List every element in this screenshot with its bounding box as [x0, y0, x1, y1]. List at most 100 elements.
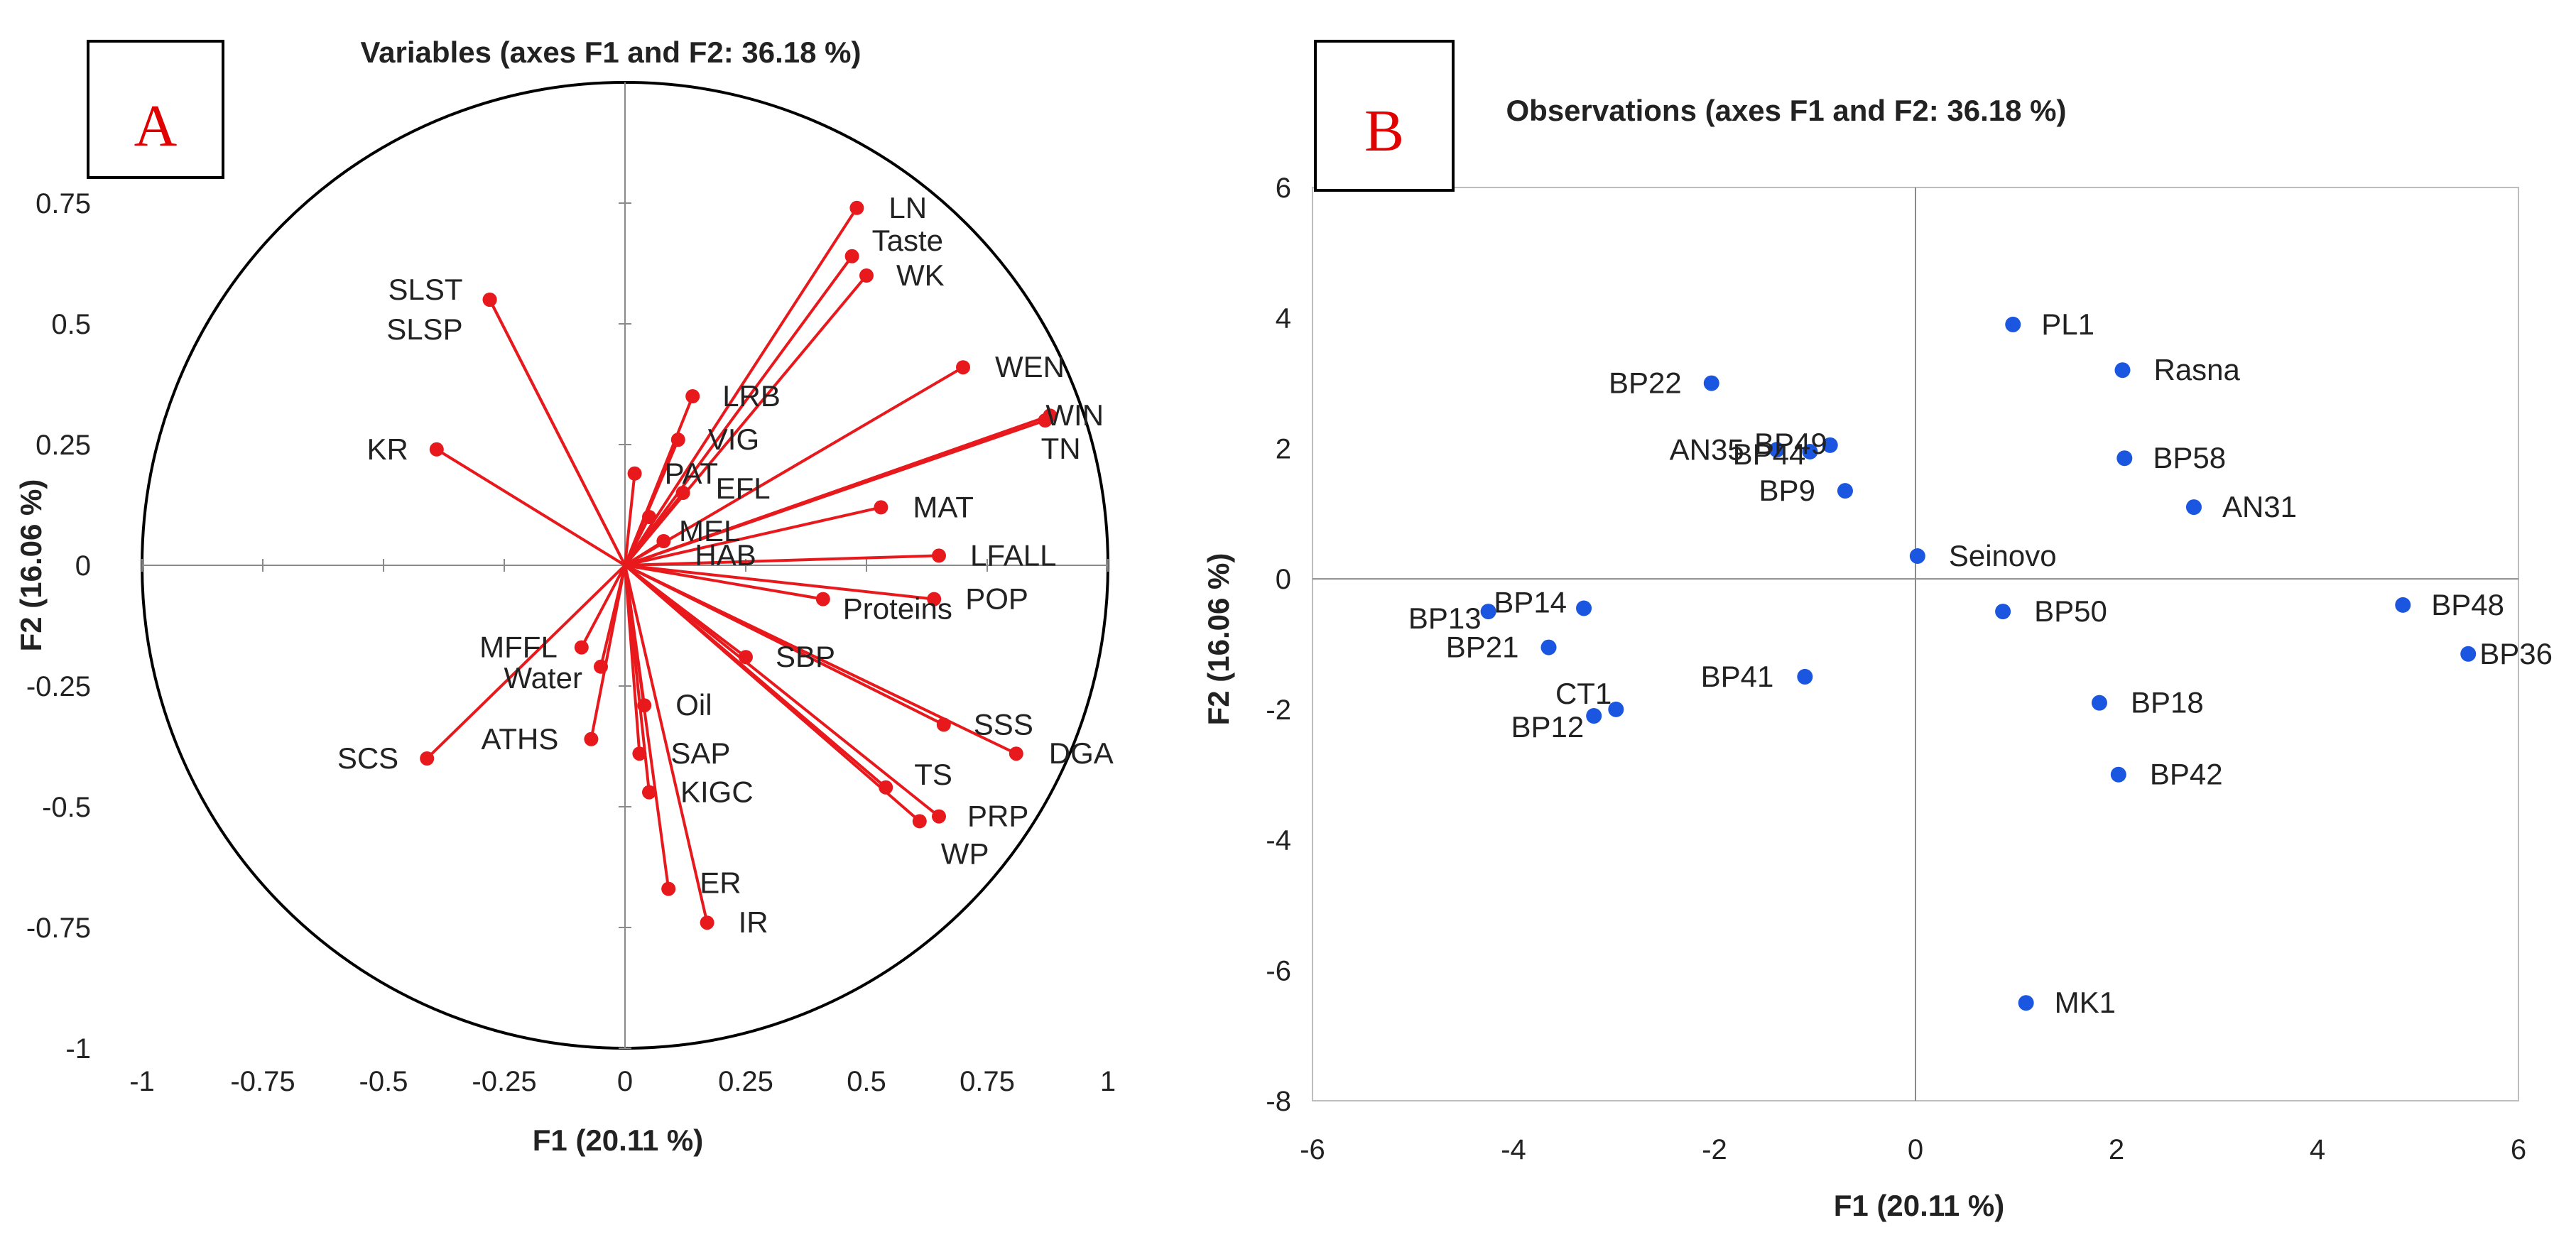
panel-b-label-mk1: MK1	[2055, 986, 2116, 1019]
panel-a-label-pop: POP	[965, 582, 1028, 616]
panel-b-label-bp48: BP48	[2431, 588, 2504, 621]
panel-a-correlation-circle: A Variables (axes F1 and F2: 36.18 %) F1…	[14, 36, 1116, 1157]
panel-b-point-bp36	[2460, 646, 2477, 662]
panel-a-y-axis-title: F2 (16.06 %)	[14, 479, 48, 652]
panel-b-label-pl1: PL1	[2041, 308, 2094, 341]
panel-b-label-bp41: BP41	[1701, 660, 1774, 693]
panel-b-point-bp49	[1822, 437, 1838, 453]
panel-a-x-tick-label: -0.25	[472, 1066, 536, 1097]
panel-a-label-proteins: Proteins	[843, 592, 952, 626]
panel-b-x-tick-label: 2	[2109, 1134, 2124, 1165]
panel-a-point-lrb	[685, 389, 700, 403]
panel-b-label-bp9: BP9	[1759, 474, 1815, 507]
panel-a-vector-taste	[624, 255, 854, 567]
panel-a-x-tick-label: 0.25	[718, 1066, 773, 1097]
panel-b-label-seinovo: Seinovo	[1949, 539, 2057, 572]
panel-b-y-tick-label: 4	[1276, 303, 1291, 334]
panel-a-x-tick-label: -0.5	[359, 1066, 408, 1097]
panel-a-vector-er	[624, 565, 670, 889]
panel-a-label-ts: TS	[914, 758, 952, 791]
panel-a-label-mffl: MFFL	[479, 631, 558, 664]
panel-a-label-kr: KR	[366, 432, 408, 466]
panel-a-vector-mat	[624, 506, 881, 567]
panel-a-y-tick-label: 0	[75, 550, 91, 582]
panel-a-label-sap: SAP	[670, 736, 730, 770]
panel-a-point-hab	[656, 534, 671, 548]
panel-b-x-tick-label: 0	[1908, 1134, 1923, 1165]
panel-a-vector-mel	[624, 516, 651, 566]
panel-a-vector-tn	[624, 419, 1046, 567]
panel-b-label-bp36: BP36	[2479, 637, 2553, 670]
panel-a-vector-efl	[624, 491, 685, 567]
panel-b-point-bp21	[1540, 639, 1557, 655]
panel-b-x-tick-label: -4	[1501, 1134, 1526, 1165]
panel-a-y-tick-label: 0.5	[51, 309, 91, 340]
panel-b-title: Observations (axes F1 and F2: 36.18 %)	[1506, 94, 2067, 127]
panel-a-point-efl	[675, 486, 690, 500]
panel-b-x-axis-title: F1 (20.11 %)	[1834, 1189, 2004, 1222]
panel-a-vector-ln	[624, 207, 859, 567]
panel-a-point-sss	[936, 717, 951, 732]
panel-a-vector-slsp	[488, 299, 626, 566]
panel-a-vector-hab	[624, 540, 665, 567]
panel-b-point-bp13	[1480, 604, 1496, 620]
panel-b-y-tick-label: -2	[1266, 695, 1291, 726]
panel-a-vector-kr	[435, 448, 626, 567]
panel-b-point-rasna	[2114, 362, 2131, 379]
panel-a-label-scs: SCS	[337, 741, 398, 775]
panel-a-point-ir	[700, 915, 714, 930]
panel-a-y-tick-label: 0.75	[36, 188, 91, 219]
panel-b-point-bp14	[1576, 600, 1592, 616]
panel-b-y-tick-label: -8	[1266, 1086, 1291, 1117]
panel-a-vector-proteins	[624, 564, 824, 601]
panel-a-point-kigc	[642, 785, 656, 800]
panel-b-x-tick-label: -6	[1300, 1134, 1325, 1165]
panel-b-point-bp18	[2091, 695, 2107, 711]
panel-b-point-bp41	[1797, 668, 1813, 685]
panel-b-point-bp22	[1703, 375, 1719, 391]
panel-b-y-tick-label: -4	[1266, 825, 1291, 856]
panel-a-point-ts	[879, 780, 893, 795]
panel-b-point-an31	[2185, 499, 2202, 516]
panel-b-x-tick-label: 6	[2511, 1134, 2526, 1165]
panel-a-label-slst: SLST	[388, 273, 463, 306]
panel-b-y-tick-label: 6	[1276, 173, 1291, 204]
panel-b-point-bp58	[2116, 450, 2133, 467]
panel-a-point-scs	[420, 751, 435, 766]
panel-a-point-er	[661, 881, 676, 896]
panel-a-label-hab: HAB	[695, 538, 756, 572]
panel-a-label-tn: TN	[1041, 432, 1081, 465]
panel-a-vector-pop	[624, 564, 935, 601]
panel-a-vector-vig	[624, 439, 680, 566]
panel-a-point-wp	[912, 814, 927, 829]
panel-a-label-efl: EFL	[716, 472, 771, 505]
panel-a-label-wk: WK	[896, 259, 945, 292]
panel-a-x-tick-label: -0.75	[230, 1066, 295, 1097]
panel-b-label-bp42: BP42	[2150, 758, 2223, 791]
panel-b-label-bp14: BP14	[1494, 585, 1567, 619]
panel-a-vector-dga	[624, 564, 1017, 756]
panel-a-point-prp	[932, 809, 946, 824]
panel-a-label-ir: IR	[739, 905, 768, 939]
panel-a-point-mffl	[574, 640, 589, 655]
panel-a-point-mel	[642, 510, 656, 524]
panel-a-label-vig: VIG	[708, 423, 759, 456]
panel-a-vector-prp	[624, 564, 940, 818]
panel-a-y-tick-label: -1	[65, 1033, 91, 1065]
panel-a-label-dga: DGA	[1049, 736, 1114, 770]
panel-a-label-slsp: SLSP	[386, 312, 462, 346]
panel-a-y-tick-label: -0.75	[26, 913, 91, 944]
panel-b-point-seinovo	[1909, 548, 1925, 564]
panel-a-label-sss: SSS	[974, 707, 1033, 741]
panel-a-y-tick-label: 0.25	[36, 430, 91, 461]
panel-b-letter: B	[1364, 98, 1404, 164]
panel-a-label-wp: WP	[941, 837, 989, 870]
panel-a-x-tick-label: 0	[617, 1066, 633, 1097]
panel-b-label-rasna: Rasna	[2153, 353, 2240, 386]
panel-a-point-aths	[584, 731, 599, 746]
panel-a-label-mat: MAT	[913, 490, 974, 523]
panel-a-title: Variables (axes F1 and F2: 36.18 %)	[360, 36, 861, 69]
panel-a-label-win: WIN	[1045, 398, 1104, 432]
panel-b-point-bp9	[1837, 483, 1853, 499]
